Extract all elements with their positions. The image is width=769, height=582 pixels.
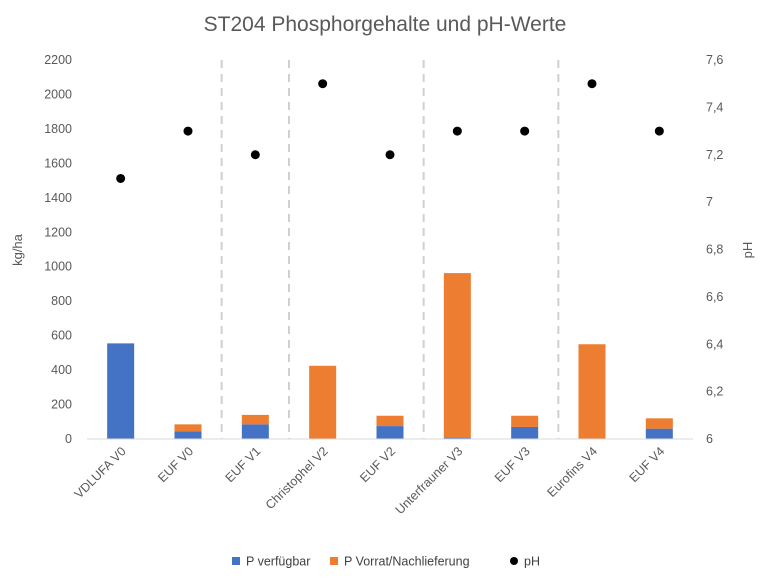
ph-point <box>520 126 530 136</box>
x-tick-label: Unterfrauner V3 <box>393 444 466 517</box>
y-tick-label: 1000 <box>44 260 72 274</box>
bar <box>443 273 471 438</box>
y-tick-label: 600 <box>51 329 72 343</box>
y2-tick-label: 7 <box>706 195 713 209</box>
x-tick-label: EUF V2 <box>357 444 398 485</box>
x-tick-label: EUF V0 <box>155 444 196 485</box>
bar <box>443 437 471 439</box>
x-axis-ticks: VDLUFA V0 EUF V0 EUF V1 Christophel V2 EUF V… <box>72 444 668 517</box>
legend-item: P verfügbar <box>232 555 310 569</box>
bar <box>645 428 673 439</box>
bar <box>376 426 404 439</box>
ph-point <box>183 126 193 136</box>
bar <box>309 365 337 439</box>
bar <box>241 414 269 425</box>
y-tick-label: 400 <box>51 363 72 377</box>
ph-point <box>318 79 328 89</box>
bar <box>511 415 539 427</box>
bar <box>174 424 202 432</box>
y-axis-ticks: 0 200 400 600 800 1000 1200 1400 1600 1800 2000 220… <box>44 53 72 446</box>
y2-tick-label: 6,4 <box>706 337 723 351</box>
y2-axis-ticks: 6 6,2 6,4 6,6 6,8 7 7,2 7,4 7,6 <box>706 53 723 446</box>
legend-swatch <box>330 557 338 565</box>
y2-tick-label: 7,4 <box>706 100 723 114</box>
legend-swatch <box>510 557 518 565</box>
x-tick-label: EUF V1 <box>223 444 264 485</box>
y2-tick-label: 6 <box>706 432 713 446</box>
ph-point <box>250 150 260 160</box>
bar <box>174 431 202 439</box>
y2-axis-label: pH <box>740 242 755 259</box>
legend-swatch <box>232 557 240 565</box>
legend-item: P Vorrat/Nachlieferung <box>330 555 470 569</box>
bar <box>241 424 269 439</box>
y2-tick-label: 6,8 <box>706 243 723 257</box>
y-tick-label: 2200 <box>44 53 72 67</box>
ph-point <box>654 126 664 136</box>
x-tick-label: Eurofins V4 <box>545 444 601 500</box>
y2-tick-label: 6,6 <box>706 290 723 304</box>
y-tick-label: 800 <box>51 294 72 308</box>
bar <box>107 343 135 439</box>
legend: P verfügbar P Vorrat/Nachlieferung pH <box>232 555 540 569</box>
y-tick-label: 2000 <box>44 87 72 101</box>
y-tick-label: 1400 <box>44 191 72 205</box>
y-tick-label: 200 <box>51 398 72 412</box>
bars <box>107 273 673 439</box>
legend-item: pH <box>510 555 540 569</box>
y2-tick-label: 7,6 <box>706 53 723 67</box>
y2-tick-label: 7,2 <box>706 148 723 162</box>
bar <box>645 418 673 429</box>
y-tick-label: 1800 <box>44 122 72 136</box>
legend-label: P verfügbar <box>246 555 310 569</box>
x-tick-label: EUF V3 <box>492 444 533 485</box>
x-tick-label: EUF V4 <box>627 444 668 485</box>
ph-point <box>385 150 395 160</box>
x-tick-label: Christophel V2 <box>263 444 331 512</box>
legend-label: P Vorrat/Nachlieferung <box>344 555 470 569</box>
group-separators <box>220 60 560 439</box>
y-tick-label: 1200 <box>44 225 72 239</box>
legend-label: pH <box>524 555 540 569</box>
y-tick-label: 1600 <box>44 156 72 170</box>
chart-title: ST204 Phosphorgehalte und pH-Werte <box>204 13 567 36</box>
y-axis-label: kg/ha <box>10 233 25 266</box>
ph-point <box>452 126 462 136</box>
ph-point <box>116 173 126 183</box>
x-tick-label: VDLUFA V0 <box>72 444 129 501</box>
bar <box>511 426 539 439</box>
ph-point <box>587 79 597 89</box>
bar <box>578 344 606 439</box>
bar <box>376 415 404 427</box>
ph-points <box>116 79 664 183</box>
y2-tick-label: 6,2 <box>706 385 723 399</box>
y-tick-label: 0 <box>65 432 72 446</box>
